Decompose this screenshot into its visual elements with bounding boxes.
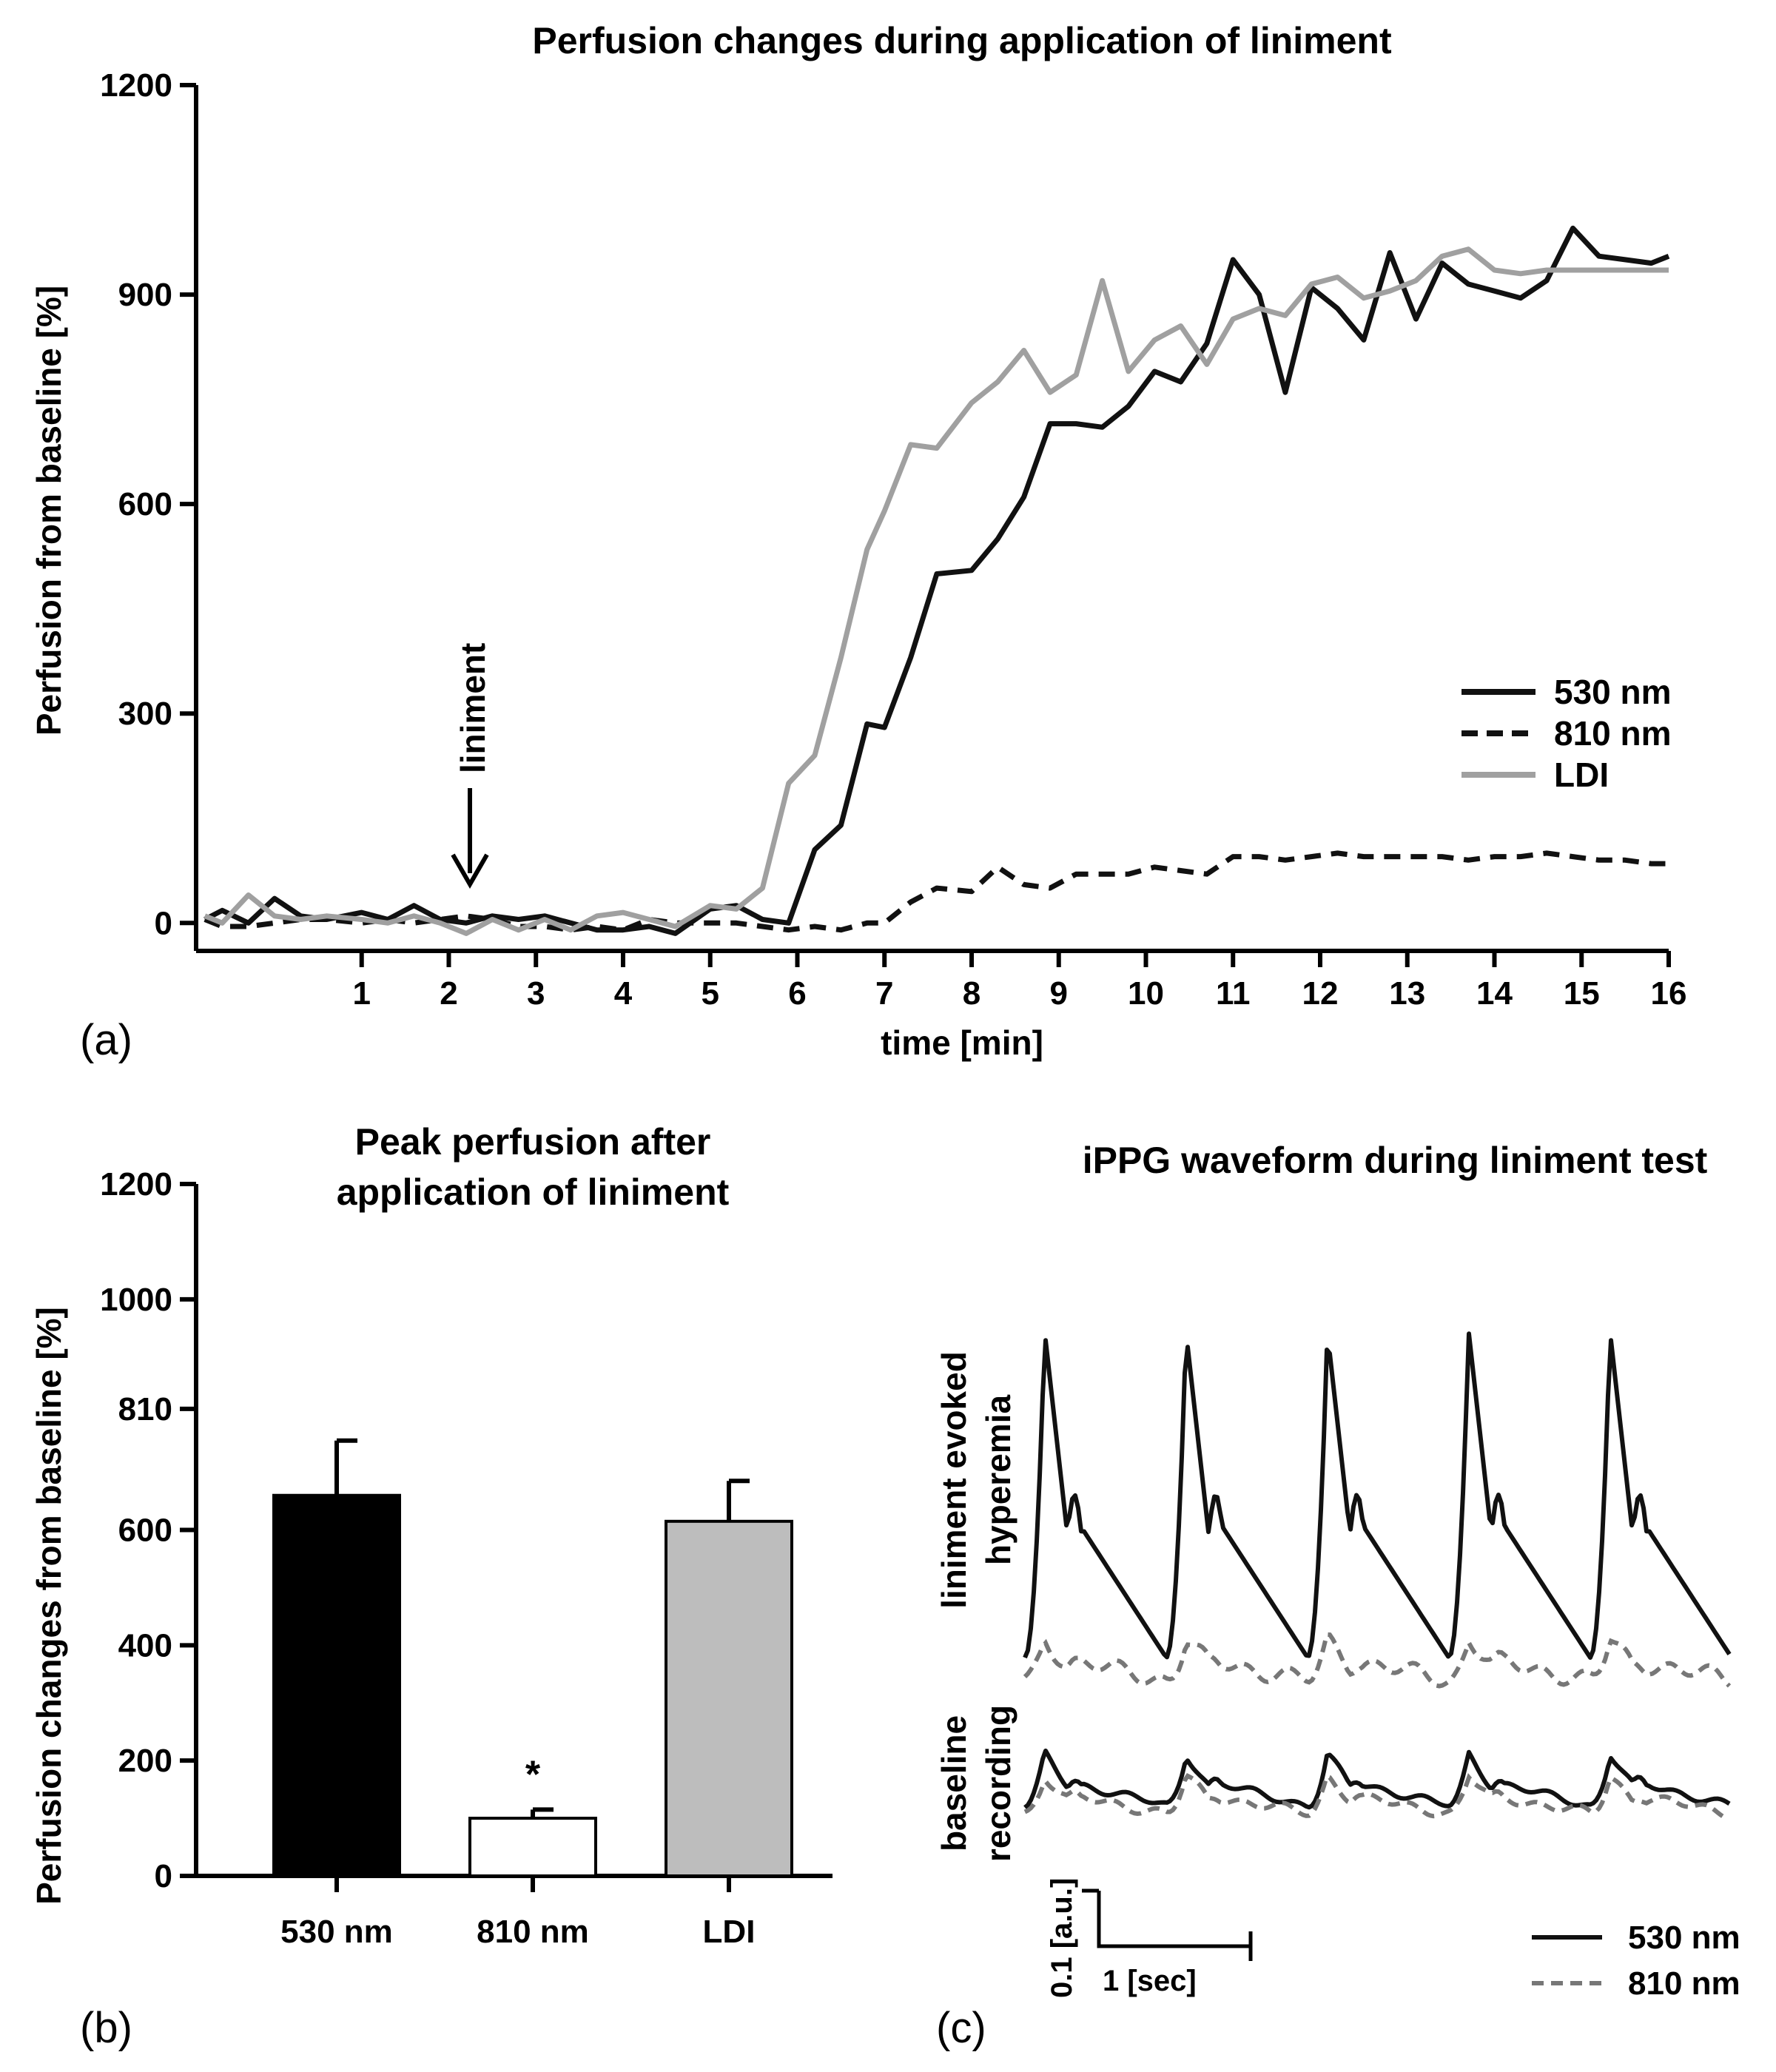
panel-a-x-tick-label: 5 bbox=[701, 975, 719, 1012]
panel-c-legend-label-530-nm: 530 nm bbox=[1628, 1920, 1740, 1956]
bar-ldi bbox=[665, 1519, 793, 1877]
panel-b: Peak perfusion after application of lini… bbox=[30, 1121, 832, 2052]
row-label-hyperemia-line-1: liniment evoked bbox=[935, 1351, 973, 1609]
panel-a-x-tick-label: 9 bbox=[1049, 975, 1067, 1012]
panel-c-label: (c) bbox=[936, 2004, 986, 2052]
panel-a-y-tick-label: 300 bbox=[118, 696, 172, 732]
panel-b-label: (b) bbox=[80, 2004, 132, 2052]
panel-b-x-tick-label: 810 nm bbox=[477, 1914, 589, 1950]
liniment-arrow-head bbox=[451, 853, 489, 889]
row-label-baseline-line-2: recording bbox=[979, 1705, 1018, 1862]
panel-a-x-axis-label: time [min] bbox=[881, 1023, 1043, 1062]
waveform-baseline-810nm bbox=[1023, 1773, 1730, 1821]
panel-a-x-tick-label: 6 bbox=[788, 975, 806, 1012]
panel-b-y-tick-label: 0 bbox=[155, 1858, 172, 1894]
panel-a-x-tick-label: 4 bbox=[614, 975, 633, 1012]
panel-a-x-tick-label: 16 bbox=[1651, 975, 1687, 1012]
waveform-hyperemia-810nm bbox=[1023, 1632, 1732, 1689]
scale-bar-x-label: 1 [sec] bbox=[1103, 1965, 1197, 1997]
panel-a-x-tick-label: 8 bbox=[963, 975, 980, 1012]
row-label-hyperemia-line-2: hyperemia bbox=[979, 1395, 1018, 1566]
scale-bar-y-label: 0.1 [a.u.] bbox=[1046, 1878, 1078, 1998]
panel-b-title-line-1: Peak perfusion after bbox=[355, 1121, 711, 1163]
panel-b-y-tick-label: 200 bbox=[118, 1743, 172, 1779]
series-line-ldi bbox=[204, 246, 1669, 936]
legend-label-530-nm: 530 nm bbox=[1554, 673, 1672, 711]
panel-b-x-tick-label: LDI bbox=[703, 1914, 756, 1950]
panel-a-y-tick-label: 900 bbox=[118, 277, 172, 313]
panel-b-y-axis-label: Perfusion changes from baseline [%] bbox=[30, 1307, 68, 1905]
panel-a-title: Perfusion changes during application of … bbox=[532, 20, 1392, 61]
panel-a-x-tick-label: 11 bbox=[1216, 975, 1251, 1012]
panel-b-y-tick-label: 1200 bbox=[100, 1166, 172, 1202]
waveform-hyperemia-530nm bbox=[1023, 1331, 1732, 1660]
panel-b-title-line-2: application of liniment bbox=[337, 1171, 730, 1213]
legend-label-810-nm: 810 nm bbox=[1554, 714, 1672, 753]
panel-a-x-tick-label: 2 bbox=[440, 975, 457, 1012]
panel-c-legend-label-810-nm: 810 nm bbox=[1628, 1965, 1740, 2002]
panel-a-x-tick-label: 14 bbox=[1476, 975, 1513, 1012]
panel-a-x-tick-label: 10 bbox=[1128, 975, 1164, 1012]
panel-a-x-tick-label: 1 bbox=[352, 975, 370, 1012]
panel-a-x-tick-label: 15 bbox=[1564, 975, 1600, 1012]
panel-a-y-tick-label: 600 bbox=[118, 486, 172, 522]
panel-b-y-tick-label: 400 bbox=[118, 1627, 172, 1664]
panel-b-y-tick-label: 1000 bbox=[100, 1282, 172, 1318]
panel-c: iPPG waveform during liniment test linim… bbox=[935, 1140, 1740, 2052]
panel-b-y-tick-label: 810 bbox=[118, 1391, 172, 1427]
row-label-baseline-line-1: baseline bbox=[935, 1715, 973, 1851]
significance-marker: * bbox=[525, 1753, 541, 1796]
panel-a-y-axis-label: Perfusion from baseline [%] bbox=[30, 286, 68, 736]
panel-c-title: iPPG waveform during liniment test bbox=[1083, 1140, 1708, 1181]
panel-a-x-tick-label: 7 bbox=[875, 975, 893, 1012]
panel-a-lines bbox=[204, 225, 1670, 936]
panel-a-y-tick-label: 1200 bbox=[100, 67, 172, 104]
panel-a-y-tick-label: 0 bbox=[155, 905, 172, 941]
panel-b-bars: 530 nm 810 nm * LDI bbox=[272, 1438, 793, 1950]
panel-a-x-tick-label: 12 bbox=[1302, 975, 1339, 1012]
panel-a-x-tick-label: 13 bbox=[1389, 975, 1425, 1012]
liniment-label: liniment bbox=[454, 643, 492, 773]
panel-a: Perfusion changes during application of … bbox=[30, 20, 1686, 1064]
scale-bar: 0.1 [a.u.] 1 [sec] bbox=[1046, 1878, 1253, 1998]
panel-a-x-tick-label: 3 bbox=[527, 975, 545, 1012]
panel-c-legend: 530 nm 810 nm bbox=[1532, 1920, 1740, 2002]
panel-b-y-tick-label: 600 bbox=[118, 1513, 172, 1549]
panel-b-x-tick-label: 530 nm bbox=[280, 1914, 393, 1950]
bar-530-nm bbox=[272, 1493, 401, 1877]
waveform-baseline-530nm bbox=[1023, 1748, 1731, 1810]
legend-label-ldi: LDI bbox=[1554, 756, 1609, 794]
liniment-annotation: liniment bbox=[451, 643, 492, 889]
panel-c-waveforms bbox=[1023, 1331, 1732, 1821]
scale-bar-lines bbox=[1097, 1891, 1251, 1948]
series-line-530-nm bbox=[204, 225, 1670, 936]
bar-810-nm bbox=[468, 1817, 597, 1877]
panel-a-label: (a) bbox=[80, 1016, 132, 1064]
